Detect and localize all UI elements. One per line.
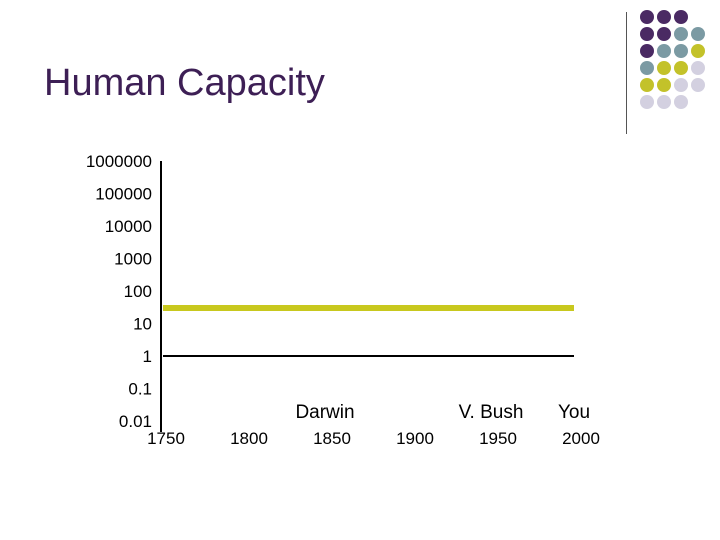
- title-divider: [626, 12, 627, 134]
- decor-dot: [674, 61, 688, 75]
- decor-dot: [657, 95, 671, 109]
- slide-title: Human Capacity: [44, 62, 325, 104]
- decor-dot: [691, 44, 705, 58]
- x-tick-labels: 1750 1800 1850 1900 1950 2000: [147, 429, 600, 448]
- decor-dot: [640, 44, 654, 58]
- x-tick-label: 1950: [479, 429, 517, 448]
- annotation-label: You: [558, 402, 590, 423]
- decor-dot: [691, 61, 705, 75]
- y-tick-label: 100000: [95, 185, 152, 204]
- y-tick-label: 0.01: [119, 412, 152, 431]
- annotation-label: V. Bush: [459, 402, 524, 423]
- x-tick-label: 2000: [562, 429, 600, 448]
- y-tick-label: 10000: [105, 217, 152, 236]
- decor-dot: [640, 27, 654, 41]
- decorative-dot-grid: [640, 10, 720, 120]
- x-tick-label: 1750: [147, 429, 185, 448]
- decor-dot: [657, 10, 671, 24]
- decor-dot: [640, 10, 654, 24]
- decor-dot: [674, 27, 688, 41]
- y-tick-label: 100: [124, 282, 152, 301]
- x-tick-label: 1850: [313, 429, 351, 448]
- x-tick-label: 1800: [230, 429, 268, 448]
- y-tick-label: 10: [133, 315, 152, 334]
- decor-dot: [674, 44, 688, 58]
- decor-dot: [657, 61, 671, 75]
- decor-dot: [674, 10, 688, 24]
- y-tick-labels: 1000000 100000 10000 1000 100 10 1 0.1 0.01: [86, 152, 152, 431]
- decor-dot: [691, 27, 705, 41]
- decor-dot: [640, 61, 654, 75]
- annotation-label: Darwin: [295, 402, 354, 423]
- annotation-labels: Darwin V. Bush You: [295, 402, 590, 423]
- decor-dot: [640, 95, 654, 109]
- y-tick-label: 1000: [114, 250, 152, 269]
- decor-dot: [674, 95, 688, 109]
- x-tick-label: 1900: [396, 429, 434, 448]
- y-tick-label: 0.1: [128, 380, 152, 399]
- y-tick-label: 1000000: [86, 152, 152, 171]
- y-tick-label: 1: [143, 347, 152, 366]
- series-lines: [163, 304, 574, 357]
- decor-dot: [674, 78, 688, 92]
- decor-dot: [657, 27, 671, 41]
- decor-dot: [657, 78, 671, 92]
- decor-dot: [657, 44, 671, 58]
- decor-dot: [640, 78, 654, 92]
- decor-dot: [691, 78, 705, 92]
